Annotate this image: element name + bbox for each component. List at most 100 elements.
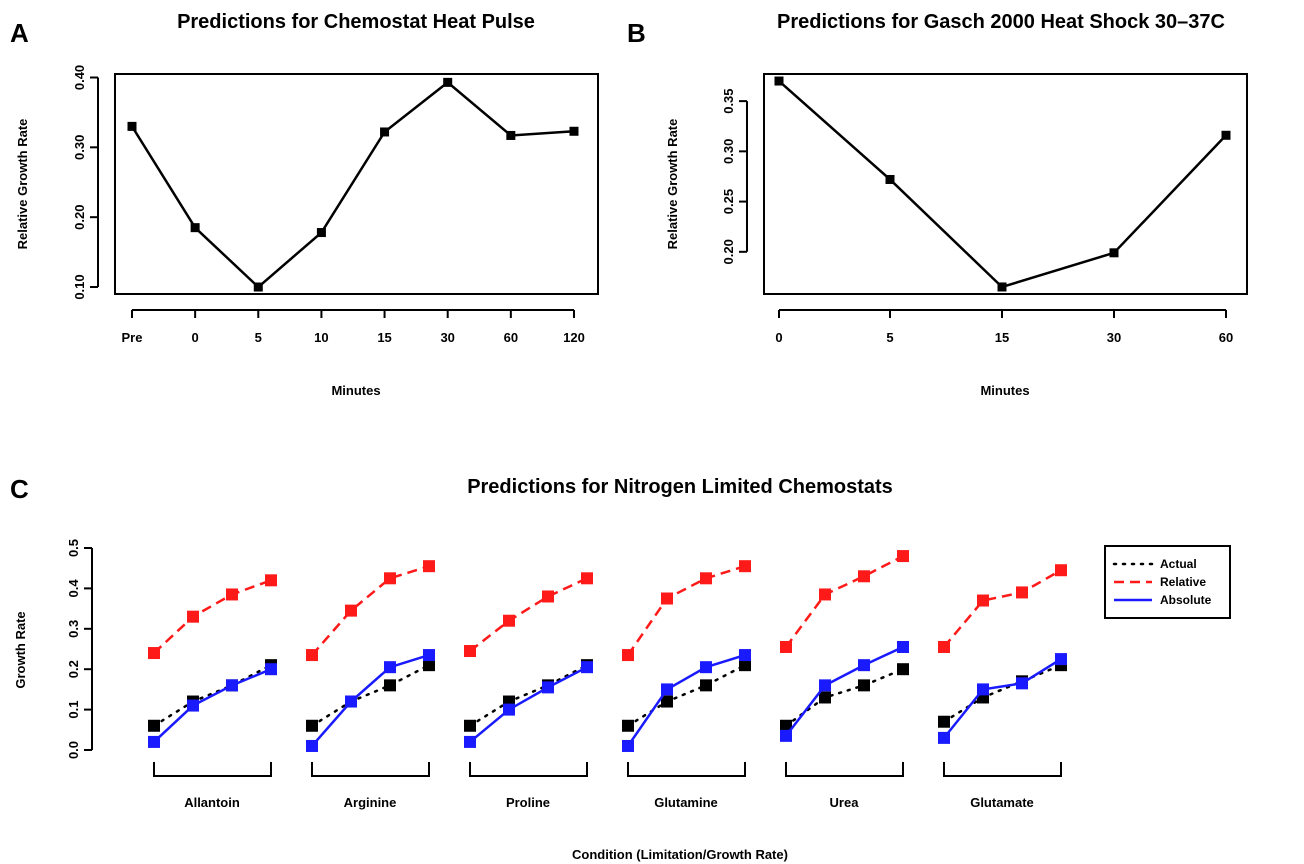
y-tick-label: 0.25 bbox=[721, 189, 736, 214]
series-line-relative bbox=[469, 577, 588, 653]
data-point-relative bbox=[661, 592, 673, 605]
group-label: Glutamine bbox=[654, 795, 718, 810]
y-tick-label: 0.10 bbox=[72, 274, 87, 299]
data-point-absolute bbox=[700, 661, 712, 674]
data-point-relative bbox=[1055, 564, 1067, 577]
data-point-absolute bbox=[384, 661, 396, 674]
data-point-relative bbox=[977, 594, 989, 607]
series-line-actual bbox=[310, 663, 431, 728]
data-point bbox=[380, 127, 390, 137]
y-tick-label: 0.0 bbox=[66, 741, 81, 759]
data-point-relative bbox=[306, 649, 318, 662]
y-tick-label: 0.40 bbox=[72, 65, 87, 90]
series-line-relative bbox=[311, 564, 430, 656]
data-point-absolute bbox=[187, 699, 199, 712]
data-point-relative bbox=[384, 572, 396, 585]
data-point-absolute bbox=[661, 683, 673, 696]
x-tick-label: 60 bbox=[504, 330, 518, 345]
x-tick-label: 0 bbox=[775, 330, 782, 345]
panel-a-letter: A bbox=[10, 18, 29, 48]
group-bracket bbox=[311, 762, 430, 777]
panel-b-y-axis-title: Relative Growth Rate bbox=[665, 119, 680, 250]
group-bracket bbox=[469, 762, 588, 777]
data-point-actual bbox=[423, 659, 435, 672]
data-point-absolute bbox=[897, 640, 909, 653]
data-point-relative bbox=[739, 560, 751, 573]
legend-label-relative: Relative bbox=[1160, 575, 1206, 589]
series-line-actual bbox=[152, 663, 273, 728]
series-line-actual bbox=[942, 663, 1063, 723]
data-point-relative bbox=[265, 574, 277, 587]
data-point-absolute bbox=[581, 661, 593, 674]
series-line-absolute bbox=[785, 645, 904, 737]
data-point-absolute bbox=[1016, 677, 1028, 690]
panel-c-x-axis-title: Condition (Limitation/Growth Rate) bbox=[572, 847, 788, 862]
data-point-relative bbox=[700, 572, 712, 585]
data-point-absolute bbox=[148, 735, 160, 748]
data-point-absolute bbox=[977, 683, 989, 696]
data-point-absolute bbox=[464, 735, 476, 748]
group-label: Allantoin bbox=[184, 795, 240, 810]
data-point-relative bbox=[187, 610, 199, 623]
series-line-absolute bbox=[153, 668, 272, 743]
group-bracket bbox=[943, 762, 1062, 777]
data-point bbox=[316, 228, 326, 238]
data-point bbox=[569, 126, 579, 136]
data-point-relative bbox=[938, 640, 950, 653]
data-point-absolute bbox=[226, 679, 238, 692]
panel-a-marks: 0.10 0.20 0.30 0.40 Pre 0 5 10 15 30 60 120 bbox=[72, 65, 585, 345]
data-point-relative bbox=[897, 550, 909, 563]
data-point-relative bbox=[542, 590, 554, 603]
panel-c: C Predictions for Nitrogen Limited Chemo… bbox=[10, 474, 1231, 862]
data-point-actual bbox=[897, 663, 909, 676]
group-bracket bbox=[627, 762, 746, 777]
y-tick-label: 0.30 bbox=[72, 135, 87, 160]
x-tick-label: 120 bbox=[563, 330, 585, 345]
data-point-absolute bbox=[265, 663, 277, 676]
series-line bbox=[130, 80, 575, 289]
y-tick-label: 0.35 bbox=[721, 88, 736, 113]
panel-c-title: Predictions for Nitrogen Limited Chemost… bbox=[467, 476, 893, 498]
panel-b-title: Predictions for Gasch 2000 Heat Shock 30… bbox=[777, 11, 1225, 33]
data-point-absolute bbox=[1055, 653, 1067, 666]
data-point-absolute bbox=[542, 681, 554, 694]
data-point-absolute bbox=[938, 731, 950, 744]
data-point bbox=[1109, 248, 1119, 258]
series-line-relative bbox=[784, 554, 904, 648]
data-point-relative bbox=[423, 560, 435, 573]
panel-b-marks: 0.20 0.25 0.30 0.35 0 5 15 30 60 bbox=[721, 76, 1233, 345]
series-line-relative bbox=[153, 579, 272, 654]
data-point-absolute bbox=[306, 739, 318, 752]
panel-b-x-axis-title: Minutes bbox=[980, 383, 1029, 398]
data-point-relative bbox=[226, 588, 238, 601]
legend-box bbox=[1104, 545, 1231, 619]
data-point-absolute bbox=[345, 695, 357, 708]
x-tick-label: 30 bbox=[1107, 330, 1121, 345]
y-tick-label: 0.30 bbox=[721, 139, 736, 164]
data-point-actual bbox=[148, 719, 160, 732]
y-tick-label: 0.2 bbox=[66, 660, 81, 678]
data-point-actual bbox=[858, 679, 870, 692]
legend-label-absolute: Absolute bbox=[1160, 593, 1212, 607]
panel-a-title: Predictions for Chemostat Heat Pulse bbox=[177, 11, 535, 33]
data-point-actual bbox=[464, 719, 476, 732]
panel-c-marks: 0.0 0.1 0.2 0.3 0.4 0.5 Allantoin Arginine Proli… bbox=[66, 539, 1067, 810]
data-point-relative bbox=[345, 604, 357, 617]
data-point-actual bbox=[661, 695, 673, 708]
panel-c-letter: C bbox=[10, 474, 29, 504]
series-line-absolute bbox=[469, 666, 588, 743]
x-tick-label: 0 bbox=[192, 330, 199, 345]
data-point-actual bbox=[700, 679, 712, 692]
x-tick-label: 30 bbox=[440, 330, 454, 345]
data-point-relative bbox=[1016, 586, 1028, 599]
series-line-absolute bbox=[626, 653, 746, 747]
series-line-absolute bbox=[943, 658, 1062, 739]
group-label: Urea bbox=[830, 795, 860, 810]
legend: Actual Relative Absolute bbox=[1104, 545, 1231, 619]
group-bracket bbox=[785, 762, 904, 777]
x-tick-label: 5 bbox=[886, 330, 893, 345]
data-point bbox=[997, 282, 1007, 292]
data-point bbox=[443, 77, 453, 87]
x-tick-label: Pre bbox=[122, 330, 143, 345]
